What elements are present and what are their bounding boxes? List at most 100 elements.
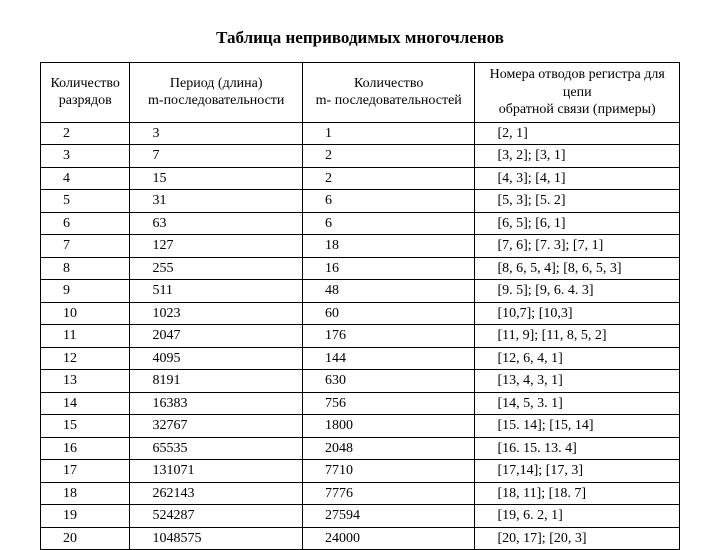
table-cell: 10 — [41, 302, 130, 325]
table-cell: [16. 15. 13. 4] — [475, 437, 680, 460]
col-header-line: m-последовательности — [148, 93, 284, 108]
table-cell: 16 — [41, 437, 130, 460]
table-cell: 63 — [130, 212, 303, 235]
table-cell: 15 — [41, 415, 130, 438]
col-header-line: разрядов — [59, 93, 112, 108]
table-cell: 511 — [130, 280, 303, 303]
table-cell: 7710 — [302, 460, 475, 483]
col-header-line: обратной связи (примеры) — [499, 102, 656, 117]
table-cell: 1 — [302, 122, 475, 145]
table-row: 112047176[11, 9]; [11, 8, 5, 2] — [41, 325, 680, 348]
table-cell: 127 — [130, 235, 303, 258]
table-cell: 20 — [41, 527, 130, 550]
table-cell: 144 — [302, 347, 475, 370]
table-cell: [14, 5, 3. 1] — [475, 392, 680, 415]
table-cell: [2, 1] — [475, 122, 680, 145]
table-cell: 756 — [302, 392, 475, 415]
table-cell: [9. 5]; [9, 6. 4. 3] — [475, 280, 680, 303]
table-row: 171310717710[17,14]; [17, 3] — [41, 460, 680, 483]
col-header-line: m- последовательностей — [316, 93, 462, 108]
table-row: 15327671800[15. 14]; [15, 14] — [41, 415, 680, 438]
table-cell: 7 — [130, 145, 303, 168]
table-cell: 14 — [41, 392, 130, 415]
table-row: 231[2, 1] — [41, 122, 680, 145]
irreducible-polynomial-table: Количество разрядов Период (длина) m-пос… — [40, 62, 680, 550]
table-cell: 1048575 — [130, 527, 303, 550]
col-header-line: Номера отводов регистра для цепи — [490, 67, 665, 100]
table-cell: 16383 — [130, 392, 303, 415]
table-row: 712718[7, 6]; [7. 3]; [7, 1] — [41, 235, 680, 258]
table-cell: 3 — [41, 145, 130, 168]
table-cell: 6 — [302, 212, 475, 235]
table-cell: 17 — [41, 460, 130, 483]
table-cell: 2047 — [130, 325, 303, 348]
table-cell: 8191 — [130, 370, 303, 393]
table-cell: 32767 — [130, 415, 303, 438]
table-cell: [15. 14]; [15, 14] — [475, 415, 680, 438]
table-cell: [3, 2]; [3, 1] — [475, 145, 680, 168]
table-row: 6636[6, 5]; [6, 1] — [41, 212, 680, 235]
table-cell: [8, 6, 5, 4]; [8, 6, 5, 3] — [475, 257, 680, 280]
table-cell: 3 — [130, 122, 303, 145]
table-cell: 2 — [302, 145, 475, 168]
table-cell: 8 — [41, 257, 130, 280]
table-cell: [7, 6]; [7. 3]; [7, 1] — [475, 235, 680, 258]
table-cell: 15 — [130, 167, 303, 190]
table-row: 951148[9. 5]; [9, 6. 4. 3] — [41, 280, 680, 303]
table-cell: 2 — [302, 167, 475, 190]
table-cell: 630 — [302, 370, 475, 393]
table-row: 1952428727594[19, 6. 2, 1] — [41, 505, 680, 528]
table-cell: 13 — [41, 370, 130, 393]
table-row: 4152[4, 3]; [4, 1] — [41, 167, 680, 190]
col-header-line: Период (длина) — [170, 76, 263, 91]
table-row: 5316[5, 3]; [5. 2] — [41, 190, 680, 213]
table-cell: 176 — [302, 325, 475, 348]
table-row: 16655352048[16. 15. 13. 4] — [41, 437, 680, 460]
table-cell: 255 — [130, 257, 303, 280]
table-cell: 11 — [41, 325, 130, 348]
table-cell: [12, 6, 4, 1] — [475, 347, 680, 370]
page-title: Таблица неприводимых многочленов — [40, 28, 680, 48]
col-header-count: Количество m- последовательностей — [302, 63, 475, 123]
table-cell: 18 — [302, 235, 475, 258]
table-cell: 2 — [41, 122, 130, 145]
table-row: 372[3, 2]; [3, 1] — [41, 145, 680, 168]
table-cell: 5 — [41, 190, 130, 213]
table-cell: 4095 — [130, 347, 303, 370]
table-cell: 7776 — [302, 482, 475, 505]
table-cell: 4 — [41, 167, 130, 190]
table-cell: [4, 3]; [4, 1] — [475, 167, 680, 190]
col-header-period: Период (длина) m-последовательности — [130, 63, 303, 123]
table-row: 20104857524000[20, 17]; [20, 3] — [41, 527, 680, 550]
table-cell: [20, 17]; [20, 3] — [475, 527, 680, 550]
col-header-line: Количество — [51, 76, 120, 91]
table-cell: [18, 11]; [18. 7] — [475, 482, 680, 505]
table-cell: 131071 — [130, 460, 303, 483]
table-cell: 48 — [302, 280, 475, 303]
table-cell: 31 — [130, 190, 303, 213]
table-cell: 65535 — [130, 437, 303, 460]
table-body: 231[2, 1]372[3, 2]; [3, 1]4152[4, 3]; [4… — [41, 122, 680, 550]
table-cell: 1023 — [130, 302, 303, 325]
col-header-taps: Номера отводов регистра для цепи обратно… — [475, 63, 680, 123]
table-header-row: Количество разрядов Период (длина) m-пос… — [41, 63, 680, 123]
table-row: 10102360[10,7]; [10,3] — [41, 302, 680, 325]
table-cell: [6, 5]; [6, 1] — [475, 212, 680, 235]
table-cell: 6 — [41, 212, 130, 235]
table-row: 124095144[12, 6, 4, 1] — [41, 347, 680, 370]
table-cell: 12 — [41, 347, 130, 370]
col-header-line: Количество — [354, 76, 423, 91]
table-cell: 6 — [302, 190, 475, 213]
table-cell: [17,14]; [17, 3] — [475, 460, 680, 483]
table-row: 1416383756[14, 5, 3. 1] — [41, 392, 680, 415]
table-cell: 7 — [41, 235, 130, 258]
table-cell: 18 — [41, 482, 130, 505]
table-cell: 60 — [302, 302, 475, 325]
table-cell: 1800 — [302, 415, 475, 438]
table-cell: [19, 6. 2, 1] — [475, 505, 680, 528]
table-cell: 19 — [41, 505, 130, 528]
table-cell: 262143 — [130, 482, 303, 505]
table-cell: [5, 3]; [5. 2] — [475, 190, 680, 213]
table-cell: 2048 — [302, 437, 475, 460]
table-row: 138191630[13, 4, 3, 1] — [41, 370, 680, 393]
